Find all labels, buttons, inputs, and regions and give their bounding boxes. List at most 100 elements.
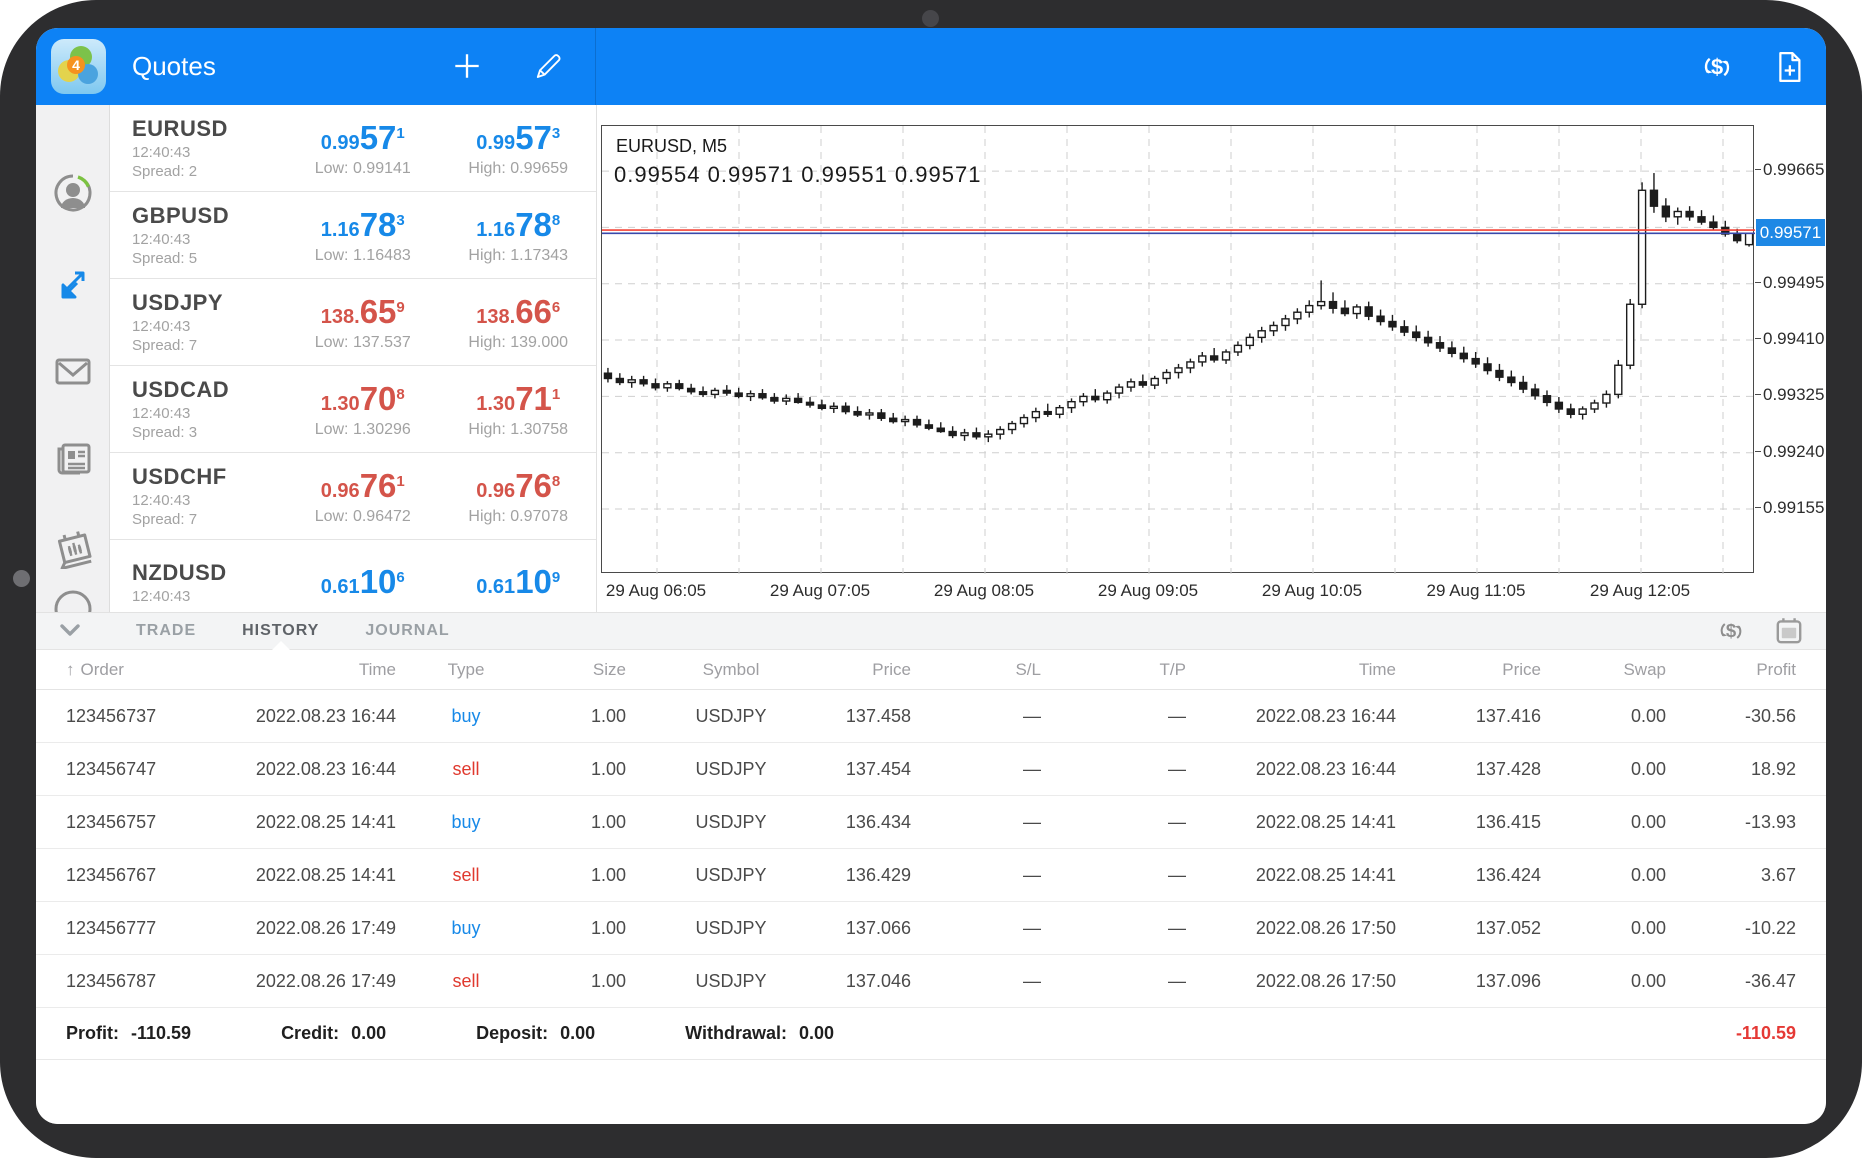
collapse-panel-button[interactable] [50,620,90,642]
history-row[interactable]: 123456737 2022.08.23 16:44 buy 1.00 USDJPY 13… [36,690,1826,743]
candle-bullish [1293,311,1302,320]
column-header-size: Size [592,659,626,679]
price-axis-label: 0.99155 [1755,498,1826,518]
history-period-button[interactable] [1770,614,1808,648]
cell-time: 2022.08.25 14:41 [1255,864,1396,885]
candle-bullish [1150,377,1159,386]
tab-trade[interactable]: TRADE [136,622,197,639]
history-row[interactable]: 123456757 2022.08.25 14:41 buy 1.00 USDJPY 13… [36,796,1826,849]
quote-time: 12:40:43 [132,492,191,509]
candle-bearish [1483,363,1492,372]
sidebar-item-mail[interactable] [51,349,95,393]
quote-row[interactable]: GBPUSD 12:40:43 Spread: 5 1.16783 Low: 1.164… [110,192,596,279]
cell-price: 136.424 [1475,864,1541,885]
column-header-price: Price [872,659,911,679]
candle-bullish [1007,422,1017,431]
quote-ask-block: 0.99573 High: 0.99659 [441,119,597,178]
cell-time: 2022.08.23 16:44 [1255,758,1396,779]
candlestick-chart[interactable]: EURUSD, M5 0.99554 0.99571 0.99551 0.995… [601,125,1755,574]
price-axis-label: 0.99240 [1755,442,1826,462]
cell-time: 2022.08.26 17:50 [1255,970,1396,991]
pencil-icon [536,54,561,78]
terminal-panel: TRADE HISTORY JOURNAL $ [36,612,1826,1124]
sort-ascending-icon[interactable]: ↑ [66,659,75,679]
sidebar-item-chat[interactable] [51,587,95,612]
price-axis-label: 0.99665 [1755,160,1826,180]
cell-tp: — [1168,758,1186,779]
cell-sl: — [1023,917,1041,938]
candle-bearish [1340,307,1350,315]
add-symbol-button[interactable] [444,43,490,89]
cell-sl: — [1023,811,1041,832]
trade-arrows-icon [61,271,85,299]
sidebar-item-calendar[interactable] [51,523,95,570]
history-row[interactable]: 123456767 2022.08.25 14:41 sell 1.00 USDJPY 1… [36,849,1826,902]
quote-bid: 1.30708 [320,379,405,417]
summary-deposit: Deposit: 0.00 [476,1023,596,1043]
quote-row[interactable]: USDCAD 12:40:43 Spread: 3 1.30708 Low: 1.302… [110,366,596,453]
quote-ask: 1.16788 [476,205,561,243]
quote-ask-block: 138.666 High: 139.000 [441,293,597,352]
cell-swap: 0.00 [1630,917,1666,938]
candle-bearish [615,377,625,384]
candle-bearish [1423,336,1433,344]
quote-row[interactable]: EURUSD 12:40:43 Spread: 2 0.99571 Low: 0.991… [110,105,596,192]
quote-symbol-block: NZDUSD 12:40:43 [110,560,285,607]
price-axis-label: 0.99495 [1755,273,1826,293]
cell-type: sell [452,758,480,779]
cell-profit: -10.22 [1744,917,1796,938]
cell-swap: 0.00 [1630,758,1666,779]
history-table-body: 123456737 2022.08.23 16:44 buy 1.00 USDJPY 13… [36,690,1826,1008]
candle-bullish [627,379,636,384]
quote-ask-block: 1.30711 High: 1.30758 [441,380,597,439]
sidebar-item-account[interactable] [51,171,95,215]
quote-high: High: 139.000 [468,333,569,351]
column-header-time: Time [358,659,396,679]
cell-price: 137.066 [845,917,911,938]
candle-bullish [1637,189,1647,305]
quote-ask: 0.96768 [476,466,561,504]
exchange-rates-button[interactable]: $ [1694,44,1740,90]
quote-row[interactable]: USDJPY 12:40:43 Spread: 7 138.659 Low: 137.5… [110,279,596,366]
quote-row[interactable]: USDCHF 12:40:43 Spread: 7 0.96761 Low: 0.964… [110,453,596,540]
cell-size: 1.00 [590,758,626,779]
candle-bullish [1019,416,1029,425]
candle-bearish [817,404,827,410]
sidebar-item-trade[interactable] [51,261,95,305]
quote-row[interactable]: NZDUSD 12:40:43 0.61106 0.61109 [110,540,596,612]
sidebar-item-news[interactable] [51,436,95,480]
cell-profit: -30.56 [1744,705,1796,726]
candle-bearish [889,417,898,423]
history-row[interactable]: 123456787 2022.08.26 17:49 sell 1.00 USDJPY 1… [36,955,1826,1008]
cell-price: 136.415 [1475,811,1541,832]
tab-history[interactable]: HISTORY [242,613,319,649]
edit-symbols-button[interactable] [525,43,571,89]
candle-bullish [900,418,910,423]
tab-journal[interactable]: JOURNAL [365,622,450,639]
candle-bullish [1162,371,1171,380]
candle-bullish [1257,330,1266,339]
new-order-button[interactable] [1766,44,1812,90]
candle-bearish [1364,306,1373,317]
current-price-tag: 0.99571 [1756,219,1825,247]
history-row[interactable]: 123456777 2022.08.26 17:49 buy 1.00 USDJPY 13… [36,902,1826,955]
cell-size: 1.00 [590,917,626,938]
candle-bullish [1067,400,1076,409]
history-row[interactable]: 123456747 2022.08.23 16:44 sell 1.00 USDJPY 1… [36,743,1826,796]
history-table-header: ↑ Order Time Type Size Symbol Price S/L T/P Time P… [36,650,1826,690]
quote-spread: Spread: 5 [132,250,198,267]
quote-ask-block: 0.61109 [441,563,597,604]
chevron-down-icon [60,624,80,636]
cell-sl: — [1023,705,1041,726]
history-currency-filter-button[interactable]: $ [1712,614,1750,648]
candle-bearish [1507,376,1516,384]
candle-bullish [710,389,720,396]
candle-bearish [639,379,648,385]
quote-spread: Spread: 3 [132,424,198,441]
cell-price: 137.454 [845,758,911,779]
cell-type: sell [452,864,480,885]
quote-high: High: 1.30758 [468,420,569,438]
candle-bearish [651,383,660,389]
candle-bearish [1697,216,1706,223]
chat-icon [54,590,92,612]
